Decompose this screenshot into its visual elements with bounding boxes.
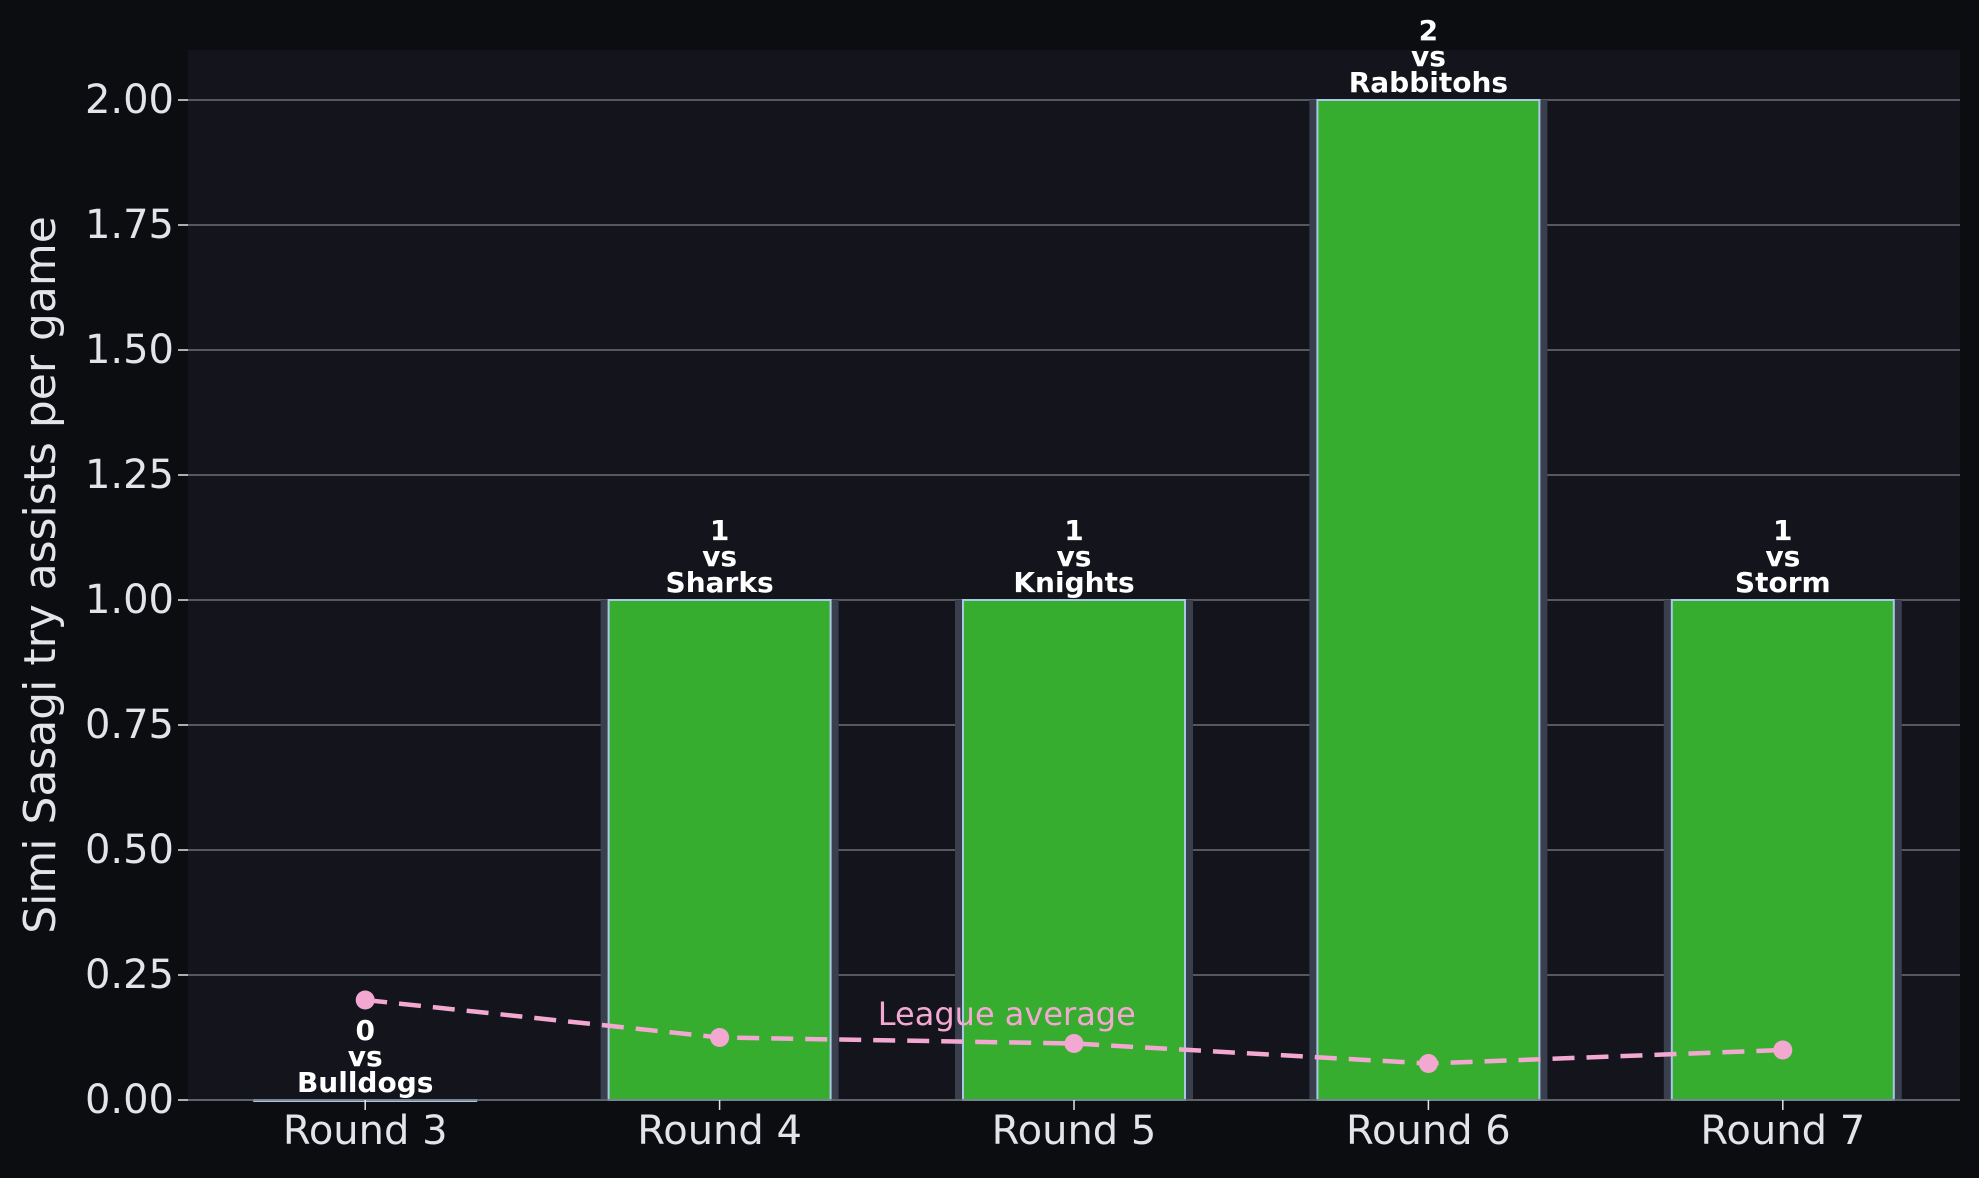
y-tick-label: 0.75	[85, 702, 174, 748]
bar-annotation-text: 2	[1419, 14, 1438, 47]
x-tick-label: Round 4	[637, 1108, 802, 1154]
y-tick-label: 1.00	[85, 577, 174, 623]
y-tick-label: 0.00	[85, 1077, 174, 1123]
bar-annotation-text: Storm	[1735, 566, 1831, 599]
bar	[1670, 599, 1895, 1101]
bar-annotation-text: vs	[1765, 540, 1800, 573]
bar	[962, 599, 1186, 1101]
x-tick-label: Round 3	[283, 1108, 448, 1154]
y-tick-label: 0.50	[85, 827, 174, 873]
x-tick-label: Round 7	[1700, 1108, 1865, 1154]
bar	[607, 599, 832, 1101]
y-tick-label: 1.25	[85, 452, 174, 498]
bar-annotation-text: Sharks	[666, 566, 774, 599]
league-average-line: League average	[355, 990, 1793, 1073]
y-axis-title: Simi Sasagi try assists per game	[15, 216, 66, 934]
bar-annotation-text: 1	[1773, 514, 1792, 547]
y-tick-label: 1.50	[85, 327, 174, 373]
bar-annotation-text: vs	[702, 540, 737, 573]
bar	[1316, 99, 1541, 1101]
y-tick-label: 2.00	[85, 77, 174, 123]
bar-annotation-text: vs	[348, 1040, 383, 1073]
bar-annotation-text: Rabbitohs	[1349, 66, 1508, 99]
league-average-label: League average	[878, 995, 1136, 1033]
league-average-point	[1418, 1054, 1438, 1073]
bar-annotation-text: 1	[1064, 514, 1083, 547]
bar-annotation-text: vs	[1057, 540, 1092, 573]
bar-annotations: 0vsBulldogs1vsSharks1vsKnights2vsRabbito…	[297, 14, 1831, 1099]
y-tick-label: 1.75	[85, 202, 174, 248]
bar-annotation-text: 0	[355, 1014, 374, 1047]
bar-annotation-text: Bulldogs	[297, 1066, 433, 1099]
league-average-point	[355, 990, 375, 1010]
x-tick-label: Round 6	[1346, 1108, 1511, 1154]
league-average-point	[1064, 1034, 1084, 1053]
bar-annotation-text: 1	[710, 514, 729, 547]
y-tick-label: 0.25	[85, 952, 174, 998]
bars	[253, 99, 1902, 1102]
league-average-point	[1773, 1040, 1793, 1060]
bar-annotation-text: Knights	[1013, 566, 1134, 599]
axes: 0.00 0.25 0.50 0.75 1.00 1.25 1.50 1.75 2.00 Roun…	[85, 77, 1960, 1154]
x-tick-label: Round 5	[992, 1108, 1157, 1154]
league-average-point	[710, 1028, 730, 1047]
bar-annotation-text: vs	[1411, 40, 1446, 73]
